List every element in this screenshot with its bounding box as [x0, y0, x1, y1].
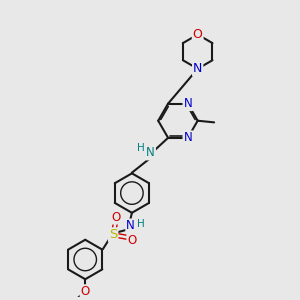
Text: N: N	[126, 220, 135, 232]
Text: O: O	[193, 28, 202, 41]
Text: O: O	[112, 211, 121, 224]
Text: N: N	[183, 131, 192, 144]
Text: O: O	[127, 234, 136, 247]
Text: H: H	[137, 143, 145, 153]
Text: H: H	[136, 219, 144, 229]
Text: S: S	[109, 228, 117, 241]
Text: O: O	[81, 285, 90, 298]
Text: N: N	[183, 97, 192, 110]
Text: N: N	[146, 146, 155, 159]
Text: N: N	[193, 62, 202, 75]
